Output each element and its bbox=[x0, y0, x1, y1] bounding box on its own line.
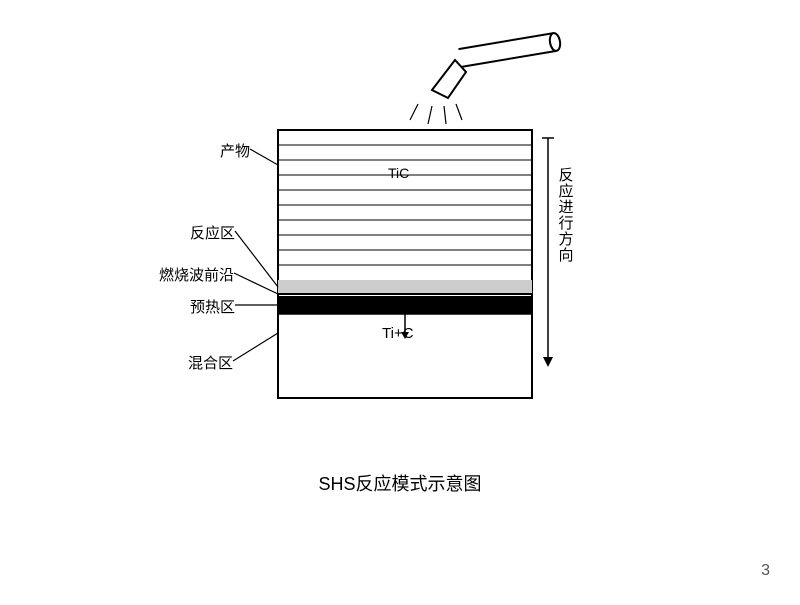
diagram-svg: TiC Ti+C bbox=[0, 0, 800, 600]
zone-label-4: 混合区 bbox=[188, 352, 233, 373]
direction-label: 反应进行方向 bbox=[558, 168, 574, 264]
page-number: 3 bbox=[761, 562, 770, 580]
svg-text:Ti+C: Ti+C bbox=[382, 325, 414, 342]
caption: SHS反应模式示意图 bbox=[0, 470, 800, 496]
zone-label-2: 燃烧波前沿 bbox=[159, 264, 234, 285]
svg-text:TiC: TiC bbox=[388, 165, 409, 181]
zone-label-0: 产物 bbox=[220, 140, 250, 161]
diagram-area: TiC Ti+C bbox=[0, 0, 800, 600]
zone-label-1: 反应区 bbox=[190, 222, 235, 243]
zone-label-3: 预热区 bbox=[190, 296, 235, 317]
